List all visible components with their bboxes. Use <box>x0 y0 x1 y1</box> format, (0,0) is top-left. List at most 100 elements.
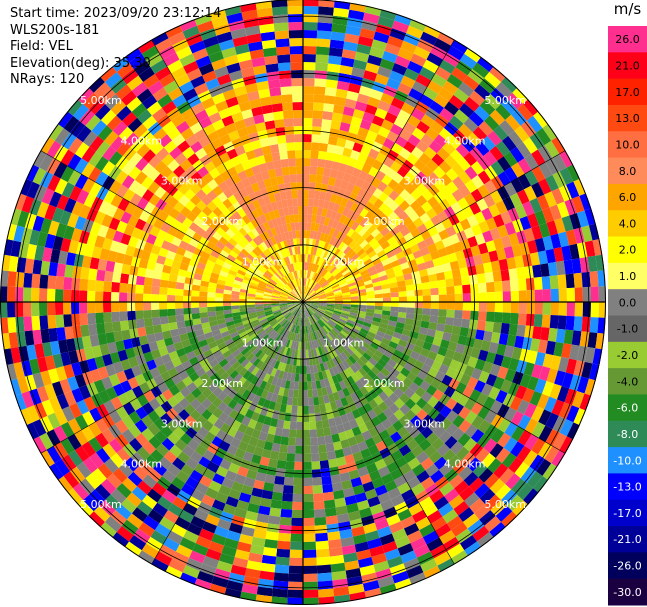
velocity-gate <box>287 300 296 302</box>
velocity-gate <box>254 72 268 83</box>
velocity-gate <box>94 235 106 249</box>
velocity-gate <box>305 246 309 255</box>
velocity-gate <box>74 158 89 174</box>
velocity-gate <box>275 343 282 352</box>
velocity-gate <box>590 286 599 302</box>
velocity-gate <box>64 197 77 214</box>
velocity-gate <box>116 62 134 79</box>
velocity-gate <box>304 278 307 287</box>
velocity-gate <box>259 497 272 508</box>
velocity-gate <box>82 130 98 147</box>
velocity-gate <box>342 487 355 498</box>
velocity-gate <box>44 383 57 400</box>
velocity-gate <box>292 332 297 342</box>
velocity-gate <box>390 259 401 268</box>
velocity-gate <box>245 510 259 522</box>
velocity-gate <box>298 333 302 342</box>
velocity-gate <box>397 109 411 122</box>
velocity-gate <box>153 462 168 477</box>
velocity-gate <box>213 376 224 387</box>
velocity-gate <box>393 246 403 255</box>
velocity-gate <box>452 241 463 253</box>
velocity-gate <box>556 201 570 218</box>
velocity-gate <box>422 530 439 545</box>
velocity-gate <box>224 338 234 346</box>
velocity-gate <box>309 341 313 350</box>
velocity-gate <box>394 326 404 335</box>
velocity-gate <box>303 565 318 574</box>
velocity-gate <box>425 384 438 397</box>
velocity-gate <box>202 172 214 184</box>
velocity-gate <box>283 118 294 127</box>
velocity-gate <box>228 462 240 474</box>
velocity-gate <box>286 331 292 340</box>
velocity-gate <box>581 316 591 333</box>
colorbar-tick-label: -10.0 <box>613 454 641 467</box>
velocity-gate <box>231 481 244 493</box>
velocity-gate <box>504 221 517 236</box>
velocity-gate <box>541 276 551 290</box>
velocity-gate <box>379 254 389 263</box>
velocity-gate <box>340 397 349 407</box>
velocity-gate <box>298 286 301 295</box>
velocity-gate <box>190 515 206 529</box>
velocity-gate <box>93 82 111 99</box>
velocity-gate <box>396 280 406 287</box>
velocity-gate <box>526 471 543 489</box>
velocity-gate <box>516 359 528 374</box>
velocity-gate <box>318 6 334 16</box>
velocity-gate <box>348 355 357 365</box>
velocity-gate <box>81 335 92 349</box>
velocity-gate <box>345 321 355 328</box>
velocity-gate <box>467 236 478 248</box>
velocity-gate <box>166 250 177 260</box>
velocity-gate <box>497 156 511 172</box>
velocity-gate <box>76 348 87 363</box>
velocity-gate <box>139 381 151 394</box>
velocity-gate <box>559 419 574 437</box>
velocity-gate <box>401 489 415 502</box>
velocity-gate <box>39 415 54 433</box>
velocity-gate <box>195 109 209 122</box>
velocity-gate <box>303 278 306 287</box>
velocity-gate <box>385 267 395 275</box>
velocity-gate <box>138 460 154 475</box>
velocity-gate <box>225 96 239 108</box>
velocity-gate <box>158 456 173 470</box>
velocity-gate <box>284 312 292 319</box>
velocity-gate <box>410 177 422 189</box>
velocity-gate <box>238 101 252 112</box>
velocity-gate <box>271 296 280 300</box>
velocity-gate <box>224 258 234 266</box>
velocity-gate <box>222 334 232 342</box>
velocity-gate <box>336 322 345 329</box>
velocity-gate <box>263 260 271 269</box>
velocity-gate <box>191 205 202 217</box>
velocity-gate <box>146 378 158 390</box>
colorbar-swatch <box>608 420 647 448</box>
velocity-gate <box>356 334 366 342</box>
velocity-gate <box>527 239 538 254</box>
velocity-gate <box>289 281 295 289</box>
velocity-gate <box>571 258 582 274</box>
velocity-gate <box>373 285 383 291</box>
velocity-gate <box>259 280 268 286</box>
velocity-gate <box>217 391 228 402</box>
velocity-gate <box>259 318 268 324</box>
velocity-gate <box>361 230 371 240</box>
velocity-gate <box>345 237 354 247</box>
velocity-gate <box>293 126 303 135</box>
velocity-gate <box>263 153 274 163</box>
colorbar-swatch <box>608 315 647 343</box>
velocity-gate <box>478 292 487 302</box>
velocity-gate <box>430 308 439 317</box>
velocity-gate <box>399 463 412 476</box>
velocity-gate <box>317 572 333 582</box>
velocity-gate <box>291 280 296 289</box>
velocity-gate <box>137 550 155 565</box>
velocity-gate <box>356 262 366 270</box>
velocity-gate <box>259 456 270 467</box>
velocity-gate <box>395 275 405 283</box>
velocity-gate <box>425 207 438 220</box>
range-label: 5.00km <box>80 94 122 107</box>
